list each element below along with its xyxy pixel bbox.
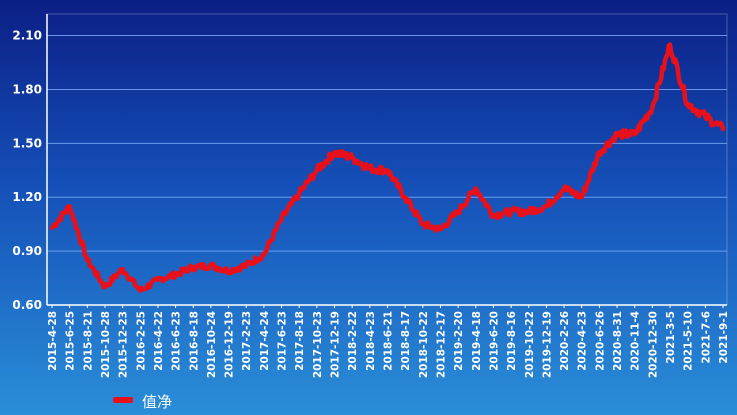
x-tick-label: 2021-9-1: [718, 311, 730, 364]
legend: 值净: [113, 393, 172, 411]
x-tick-label: 2017-10-23: [312, 311, 324, 378]
data-point: [421, 222, 425, 226]
plot-border: [46, 13, 728, 306]
data-point: [280, 217, 284, 221]
data-point: [174, 272, 178, 276]
data-point: [191, 265, 195, 269]
data-point: [703, 114, 707, 118]
legend-swatch: [113, 397, 133, 403]
x-tick-label: 2016-10-24: [206, 311, 218, 378]
x-tick-label: 2017-2-23: [241, 311, 253, 371]
y-tick-label: 0.60: [12, 298, 42, 312]
x-tick-label: 2018-4-23: [365, 311, 377, 371]
data-point: [68, 204, 72, 208]
x-tick-label: 2018-10-22: [418, 311, 430, 378]
data-point: [350, 156, 354, 160]
data-point: [456, 210, 460, 214]
y-tick-label: 2.10: [12, 29, 42, 43]
x-tick-label: 2016-4-22: [153, 311, 165, 371]
legend-label: 值净: [142, 393, 172, 411]
data-point: [209, 263, 213, 267]
data-point: [668, 43, 672, 47]
data-point: [509, 210, 513, 214]
x-tick-label: 2017-4-24: [259, 311, 271, 371]
data-point: [103, 285, 107, 289]
x-tick-label: 2015-12-23: [118, 311, 130, 378]
x-tick-label: 2020-12-30: [647, 311, 659, 378]
series-group: [49, 42, 726, 293]
x-tick-label: 2019-4-18: [471, 311, 483, 371]
data-point: [227, 269, 231, 273]
x-tick-label: 2019-8-16: [506, 311, 518, 371]
x-tick-label: 2017-6-23: [277, 311, 289, 371]
data-point: [474, 186, 478, 190]
x-tick-label: 2015-4-28: [47, 311, 59, 371]
x-tick-label: 2017-8-18: [294, 311, 306, 371]
grid-lines: [46, 14, 727, 306]
x-axis-ticks: 2015-4-28 2015-6-25 2015-8-21 2015-10-28 201…: [47, 305, 730, 378]
data-point: [50, 226, 54, 230]
x-tick-label: 2020-2-26: [559, 311, 571, 371]
data-point: [244, 263, 248, 267]
data-point: [297, 192, 301, 196]
y-tick-label: 1.80: [12, 82, 42, 96]
data-point: [403, 195, 407, 199]
plot-area: [46, 13, 728, 306]
data-point: [386, 168, 389, 172]
data-point: [527, 210, 531, 214]
x-tick-label: 2021-3-5: [665, 311, 677, 364]
data-point: [633, 132, 637, 136]
x-tick-label: 2019-12-19: [541, 311, 553, 378]
x-tick-label: 2020-4-23: [577, 311, 589, 371]
x-tick-label: 2018-6-21: [383, 311, 395, 371]
data-point: [315, 168, 319, 172]
x-tick-label: 2021-5-10: [683, 311, 695, 371]
data-point: [686, 102, 690, 106]
data-point: [597, 150, 601, 154]
x-tick-label: 2015-10-28: [100, 311, 112, 378]
y-tick-label: 1.20: [12, 190, 42, 204]
x-tick-label: 2016-6-23: [171, 311, 183, 371]
data-point: [138, 289, 142, 293]
x-tick-label: 2019-2-20: [453, 311, 465, 371]
data-point: [562, 186, 566, 190]
x-tick-label: 2018-8-17: [400, 311, 412, 371]
x-tick-label: 2020-11-4: [630, 311, 642, 371]
data-point: [85, 258, 89, 262]
x-tick-label: 2015-8-21: [82, 311, 94, 371]
x-tick-label: 2015-6-25: [65, 311, 77, 371]
data-point: [580, 195, 584, 199]
x-tick-label: 2020-8-31: [612, 311, 624, 371]
x-tick-label: 2017-12-19: [330, 311, 342, 378]
data-point: [368, 166, 372, 170]
y-tick-label: 1.50: [12, 136, 42, 150]
data-point: [262, 253, 266, 257]
series-line-net-value: [49, 42, 726, 293]
data-point: [721, 127, 725, 131]
y-axis-ticks: 0.60 0.90 1.20 1.50 1.80 2.10: [12, 29, 42, 312]
data-point: [615, 132, 619, 136]
data-point: [650, 105, 654, 109]
y-tick-label: 0.90: [12, 244, 42, 258]
x-tick-label: 2019-10-22: [524, 311, 536, 378]
x-tick-label: 2016-2-25: [135, 311, 147, 371]
data-point: [333, 150, 337, 154]
data-point: [121, 267, 125, 271]
x-tick-label: 2018-2-22: [347, 311, 359, 371]
data-point: [544, 204, 548, 208]
x-tick-label: 2016-12-19: [224, 311, 236, 378]
x-tick-label: 2019-6-20: [488, 311, 500, 371]
data-point: [491, 213, 495, 217]
x-tick-label: 2021-7-6: [700, 311, 712, 364]
data-point: [156, 278, 160, 282]
data-point: [438, 228, 442, 232]
x-tick-label: 2020-6-26: [594, 311, 606, 371]
x-tick-label: 2016-8-18: [188, 311, 200, 371]
x-tick-label: 2018-12-17: [435, 311, 447, 378]
